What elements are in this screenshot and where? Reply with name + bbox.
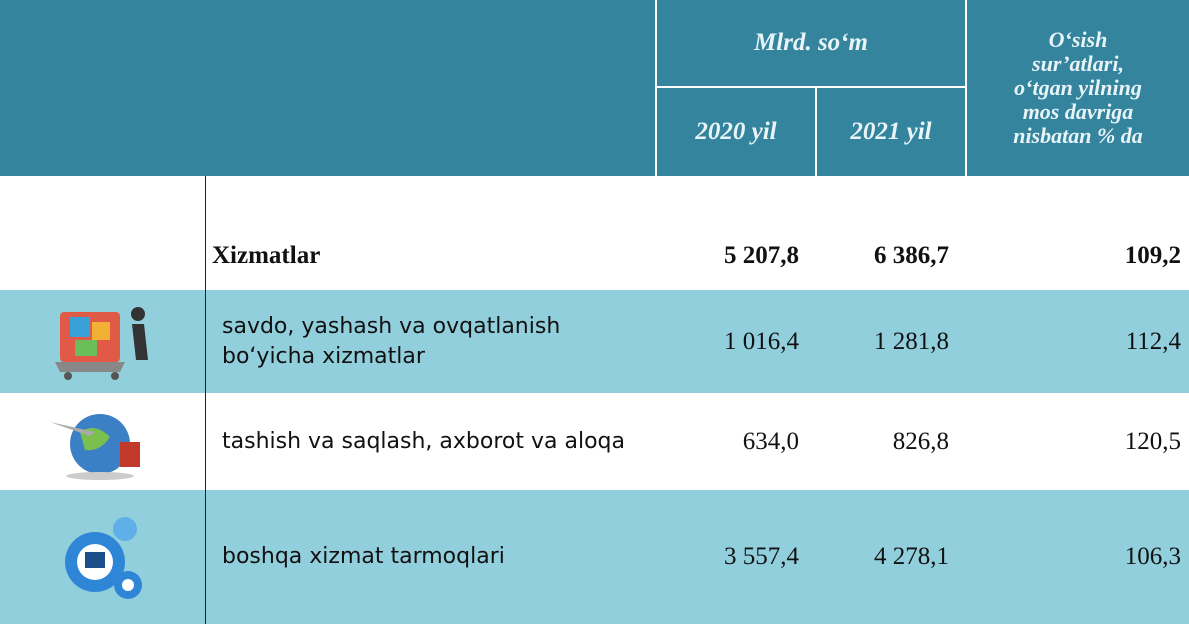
value-2020: 3 557,4 — [724, 543, 799, 570]
row-bg — [0, 393, 1189, 490]
value-2020: 5 207,8 — [724, 242, 799, 269]
row-label: boshqa xizmat tarmoqlari — [222, 544, 505, 569]
row-icon — [40, 507, 160, 612]
value-2021: 4 278,1 — [874, 543, 949, 570]
row-label: Xizmatlar — [212, 242, 321, 269]
row-bg — [0, 490, 1189, 624]
row-label: tashish va saqlash, axborot va aloqa — [222, 428, 625, 454]
row-icon — [40, 402, 160, 487]
header-growth-line: nisbatan % da — [1013, 123, 1143, 148]
divider — [205, 222, 206, 290]
growth-value: 109,2 — [1124, 242, 1181, 269]
growth-value: 106,3 — [1124, 543, 1181, 570]
row-bg — [0, 290, 1189, 393]
header-growth-line: sur’atlari, — [1032, 51, 1124, 76]
growth-value: 120,5 — [1124, 427, 1181, 455]
row-label: savdo, yashash va ovqatlanish bo‘yicha x… — [222, 313, 561, 369]
divider — [205, 393, 206, 490]
header-growth: O‘sish sur’atlari, o‘tgan yilning mos davri… — [965, 0, 1189, 176]
divider — [205, 490, 206, 624]
header-year: 2021 yil — [815, 88, 965, 176]
growth-value: 112,4 — [1125, 327, 1181, 355]
header-growth-line: O‘sish — [1048, 27, 1108, 52]
header-blank — [0, 0, 655, 176]
value-2020: 634,0 — [742, 427, 799, 455]
value-2021: 826,8 — [892, 427, 949, 455]
divider — [205, 290, 206, 393]
header-group: Mlrd. so‘m — [655, 0, 965, 88]
value-2020: 1 016,4 — [724, 327, 799, 355]
value-2021: 1 281,8 — [874, 327, 949, 355]
header-growth-line: o‘tgan yilning — [1014, 75, 1142, 100]
header-year: 2020 yil — [655, 88, 815, 176]
header-growth-line: mos davriga — [1022, 99, 1134, 124]
value-2021: 6 386,7 — [874, 242, 949, 269]
row-icon — [40, 302, 160, 387]
row-bg — [0, 222, 1189, 290]
